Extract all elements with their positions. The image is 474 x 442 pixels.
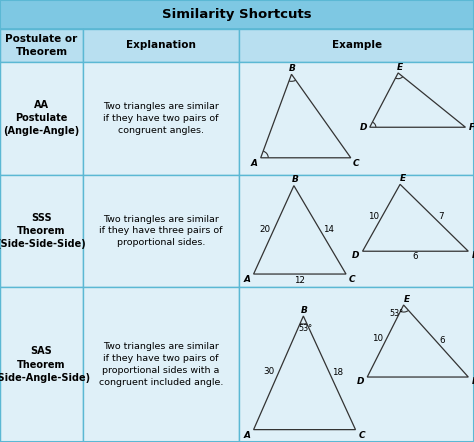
Bar (0, 287, 83, 442)
Text: 6: 6 (413, 252, 418, 262)
Text: B: B (289, 64, 296, 72)
Text: Two triangles are similar
if they have two pairs of
proportional sides with a
co: Two triangles are similar if they have t… (99, 343, 223, 387)
Text: Explanation: Explanation (126, 40, 196, 50)
Text: Two triangles are similar
if they have two pairs of
congruent angles.: Two triangles are similar if they have t… (103, 102, 219, 134)
Bar (83, 62, 239, 175)
Bar (0, 29, 83, 62)
Text: AA
Postulate
(Angle-Angle): AA Postulate (Angle-Angle) (3, 100, 80, 137)
Text: 6: 6 (440, 335, 446, 345)
Text: SSS
Theorem
(Side-Side-Side): SSS Theorem (Side-Side-Side) (0, 213, 86, 249)
Text: C: C (349, 275, 356, 284)
Text: Example: Example (332, 40, 382, 50)
Text: 53°: 53° (389, 309, 403, 318)
Text: 10: 10 (368, 212, 379, 221)
Text: E: E (400, 174, 406, 183)
Text: D: D (359, 123, 367, 132)
Bar (239, 29, 474, 62)
Text: SAS
Theorem
(Side-Angle-Side): SAS Theorem (Side-Angle-Side) (0, 347, 90, 383)
Bar (83, 29, 239, 62)
Text: C: C (358, 431, 365, 440)
Text: B: B (301, 306, 308, 315)
Bar (83, 287, 239, 442)
Bar (239, 175, 474, 287)
Text: 10: 10 (372, 334, 383, 343)
Text: A: A (244, 431, 251, 440)
Text: F: F (472, 251, 474, 260)
Text: 20: 20 (260, 225, 271, 234)
Text: E: E (397, 63, 402, 72)
Bar (239, 62, 474, 175)
Bar (83, 175, 239, 287)
Text: F: F (469, 123, 474, 132)
Text: Two triangles are similar
if they have three pairs of
proportional sides.: Two triangles are similar if they have t… (100, 215, 223, 247)
Text: 14: 14 (323, 225, 334, 234)
Text: A: A (244, 275, 251, 284)
Text: 12: 12 (294, 276, 305, 285)
Bar (239, 287, 474, 442)
Text: 53°: 53° (298, 324, 312, 333)
Text: B: B (292, 175, 298, 184)
Text: C: C (353, 159, 360, 168)
Text: F: F (472, 377, 474, 386)
Text: D: D (352, 251, 360, 260)
Text: 18: 18 (332, 368, 344, 377)
Text: E: E (403, 295, 410, 304)
Bar (0, 62, 83, 175)
Text: D: D (357, 377, 365, 386)
Text: A: A (251, 159, 258, 168)
Text: Similarity Shortcuts: Similarity Shortcuts (162, 8, 312, 21)
Text: 7: 7 (438, 213, 444, 221)
Bar (0, 175, 83, 287)
Bar (0, 0, 474, 29)
Text: Postulate or
Theorem: Postulate or Theorem (5, 34, 78, 57)
Text: 30: 30 (264, 367, 274, 377)
